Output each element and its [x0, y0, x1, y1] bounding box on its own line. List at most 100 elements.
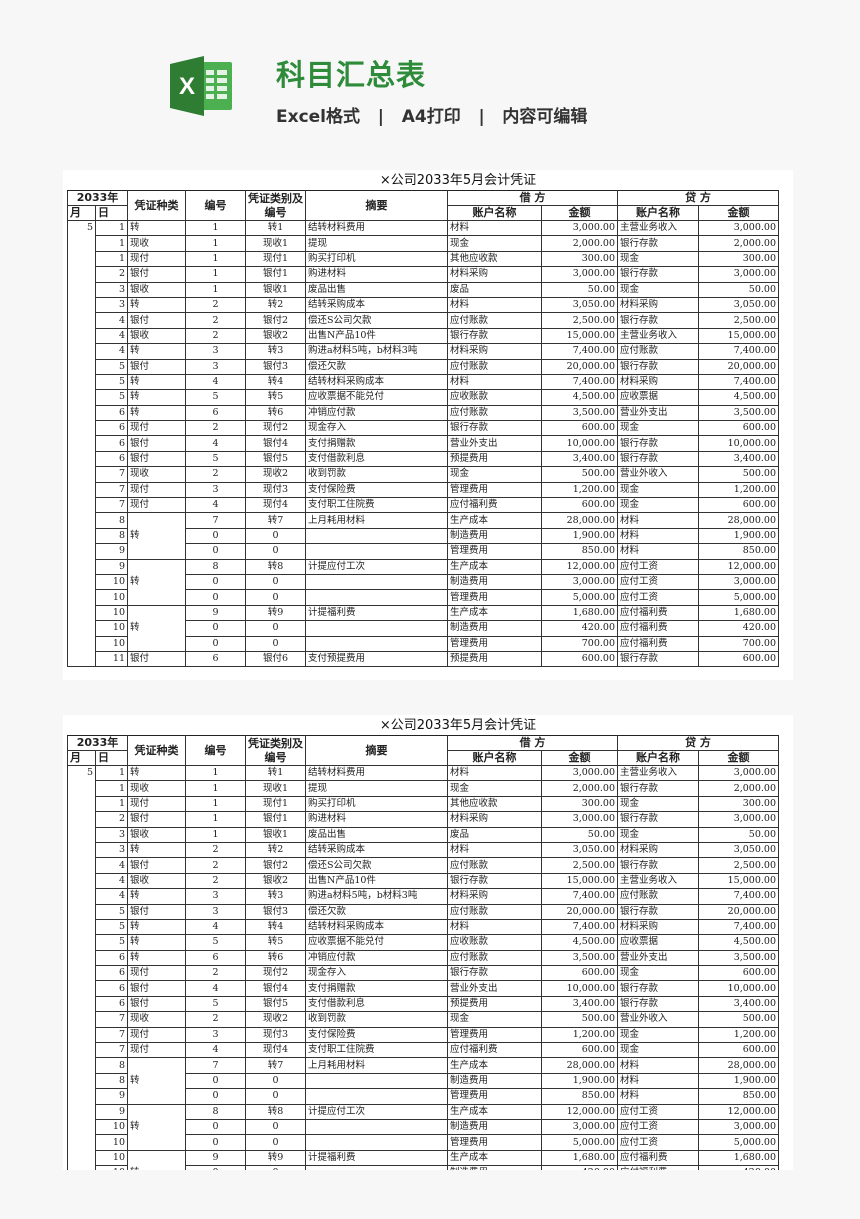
cell-debit-account: 材料: [447, 373, 542, 391]
cell-credit-amount: 850.00: [698, 543, 779, 560]
cell-category-number: 转6: [245, 949, 306, 967]
cell-credit-account: 应收票据: [617, 934, 699, 951]
cell-credit-amount: 300.00: [698, 795, 779, 813]
cell-number: 1: [185, 795, 246, 813]
cell-category-number: 0: [245, 527, 306, 545]
header-number: 编号: [185, 190, 246, 221]
cell-voucher-type: 现付: [127, 1042, 186, 1059]
cell-credit-account: 现金: [617, 250, 699, 268]
cell-debit-amount: 1,680.00: [541, 1149, 618, 1167]
cell-day: 4: [95, 343, 128, 360]
cell-debit-account: 银行存款: [447, 327, 542, 345]
cell-debit-account: 生产成本: [447, 604, 542, 622]
cell-number: 2: [185, 857, 246, 874]
header-month: 月: [67, 205, 96, 221]
cell-voucher-type: 现付: [127, 965, 186, 982]
cell-credit-amount: 15,000.00: [698, 872, 779, 890]
cell-number: 4: [185, 435, 246, 452]
cell-debit-account: 制造费用: [447, 620, 542, 637]
table-row: 10 0 0 管理费用 5,000.00 应付工资 5,000.00: [68, 1134, 779, 1151]
cell-credit-amount: 1,680.00: [698, 1149, 779, 1167]
cell-number: 0: [185, 1072, 246, 1090]
cell-debit-amount: 2,000.00: [541, 235, 618, 252]
cell-day: 3: [95, 281, 128, 298]
cell-debit-account: 生产成本: [447, 558, 542, 575]
cell-category-number: 转5: [245, 934, 306, 951]
cell-credit-amount: 3,500.00: [698, 949, 779, 967]
cell-voucher-type: 转: [127, 219, 186, 237]
table-row: 1 现付 1 现付1 购买打印机 其他应收款 300.00 现金 300.00: [68, 795, 779, 813]
table-row: 4 银收 2 银收2 出售N产品10件 银行存款 15,000.00 主营业务收入 …: [68, 327, 779, 345]
table-row: 10 0 0 制造费用 420.00 应付福利费 420.00: [68, 620, 779, 637]
cell-category-number: 现付3: [245, 1026, 306, 1044]
cell-number: 2: [185, 420, 246, 437]
cell-debit-amount: 2,500.00: [541, 857, 618, 874]
cell-summary: 上月耗用材料: [305, 512, 448, 529]
cell-number: 2: [185, 965, 246, 982]
cell-credit-account: 银行存款: [617, 903, 699, 920]
header-voucher-type: 凭证种类: [127, 735, 186, 766]
cell-debit-account: 制造费用: [447, 1165, 542, 1170]
cell-credit-account: 材料: [617, 1057, 699, 1074]
table-row: 10 0 0 管理费用 5,000.00 应付工资 5,000.00: [68, 589, 779, 606]
cell-day: 7: [95, 466, 128, 483]
cell-debit-account: 现金: [447, 466, 542, 483]
cell-category-number: 现收2: [245, 1011, 306, 1028]
cell-day: 4: [95, 888, 128, 905]
cell-category-number: 0: [245, 1134, 306, 1151]
cell-debit-amount: 3,050.00: [541, 841, 618, 859]
cell-credit-amount: 1,680.00: [698, 604, 779, 622]
cell-number: 4: [185, 980, 246, 997]
cell-number: 2: [185, 1011, 246, 1028]
cell-category-number: 银收1: [245, 281, 306, 298]
cell-debit-amount: 28,000.00: [541, 1057, 618, 1074]
cell-debit-amount: 3,000.00: [541, 219, 618, 237]
cell-category-number: 0: [245, 635, 306, 652]
cell-credit-amount: 28,000.00: [698, 1057, 779, 1074]
cell-debit-amount: 5,000.00: [541, 1134, 618, 1151]
cell-summary: 出售N产品10件: [305, 872, 448, 890]
cell-category-number: 转4: [245, 373, 306, 391]
cell-number: 4: [185, 918, 246, 936]
cell-number: 3: [185, 481, 246, 499]
cell-day: 2: [95, 266, 128, 283]
cell-credit-amount: 10,000.00: [698, 980, 779, 997]
cell-debit-amount: 28,000.00: [541, 512, 618, 529]
cell-summary: 支付借款利息: [305, 995, 448, 1013]
cell-category-number: 现付1: [245, 250, 306, 268]
cell-summary: 支付捐赠款: [305, 435, 448, 452]
cell-debit-account: 应付账款: [447, 312, 542, 329]
cell-debit-amount: 50.00: [541, 281, 618, 298]
cell-number: 4: [185, 373, 246, 391]
cell-credit-amount: 300.00: [698, 250, 779, 268]
cell-credit-amount: 3,000.00: [698, 1118, 779, 1136]
excel-logo-icon: X: [170, 56, 232, 116]
cell-summary: 结转材料采购成本: [305, 373, 448, 391]
cell-category-number: 银付4: [245, 435, 306, 452]
cell-debit-account: 制造费用: [447, 527, 542, 545]
cell-day: 9: [95, 1103, 128, 1120]
cell-credit-amount: 5,000.00: [698, 589, 779, 606]
cell-debit-account: 生产成本: [447, 1103, 542, 1120]
cell-debit-account: 预提费用: [447, 450, 542, 468]
cell-category-number: 转7: [245, 512, 306, 529]
cell-number: 4: [185, 1042, 246, 1059]
header-debit-account: 账户名称: [447, 205, 542, 221]
cell-day: 6: [95, 420, 128, 437]
cell-category-number: 转8: [245, 558, 306, 575]
cell-debit-account: 生产成本: [447, 512, 542, 529]
cell-summary: 收到罚款: [305, 1011, 448, 1028]
cell-number: 0: [185, 1118, 246, 1136]
cell-credit-amount: 3,000.00: [698, 266, 779, 283]
cell-debit-account: 其他应收款: [447, 795, 542, 813]
cell-credit-amount: 3,050.00: [698, 841, 779, 859]
cell-credit-account: 材料: [617, 543, 699, 560]
cell-credit-account: 银行存款: [617, 780, 699, 797]
cell-credit-amount: 3,500.00: [698, 404, 779, 422]
cell-day: 1: [95, 795, 128, 813]
cell-number: 7: [185, 512, 246, 529]
cell-debit-amount: 7,400.00: [541, 918, 618, 936]
page-subtitle: Excel格式 | A4打印 | 内容可编辑: [276, 107, 588, 127]
